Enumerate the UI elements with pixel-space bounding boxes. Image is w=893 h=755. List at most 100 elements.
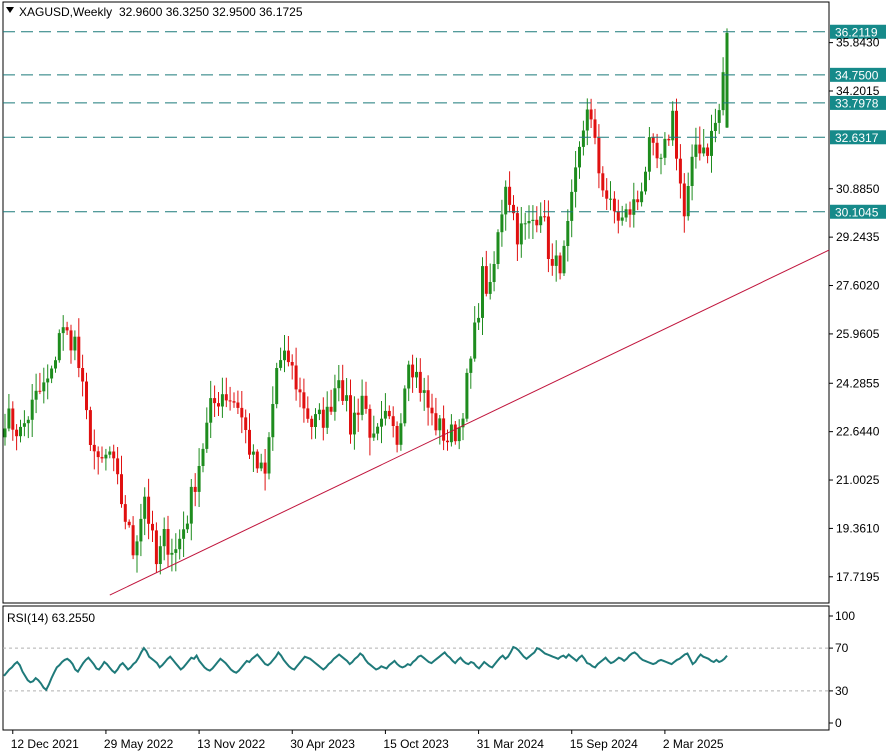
price-level-label: 36.2119 bbox=[835, 25, 878, 39]
candle-body bbox=[484, 266, 488, 294]
candle-body bbox=[527, 221, 531, 224]
candle-body bbox=[19, 426, 22, 437]
candle-body bbox=[108, 451, 112, 455]
candle-body bbox=[624, 209, 628, 218]
candle-body bbox=[120, 474, 123, 505]
candle-body bbox=[30, 399, 34, 420]
candle-body bbox=[337, 380, 341, 389]
time-tick-label: 13 Nov 2022 bbox=[197, 737, 265, 751]
candle-body bbox=[566, 221, 570, 246]
candle-body bbox=[640, 191, 644, 203]
candle-body bbox=[255, 451, 259, 469]
candle-body bbox=[488, 282, 492, 294]
candle-body bbox=[77, 336, 81, 368]
candle-body bbox=[174, 549, 178, 553]
candle-body bbox=[85, 381, 88, 411]
candle-body bbox=[678, 158, 682, 184]
candle-body bbox=[713, 122, 717, 131]
candle-body bbox=[251, 451, 255, 455]
candle-body bbox=[178, 538, 182, 550]
candle-body bbox=[54, 360, 57, 369]
price-tick-label: 29.2435 bbox=[836, 230, 880, 244]
candle-body bbox=[123, 504, 127, 522]
candle-body bbox=[620, 217, 624, 221]
candle-body bbox=[477, 317, 481, 323]
candle-body bbox=[581, 130, 585, 147]
candle-body bbox=[205, 422, 209, 449]
candle-body bbox=[50, 368, 54, 379]
candle-body bbox=[193, 486, 197, 492]
price-level-label: 33.7978 bbox=[835, 96, 879, 110]
candle-body bbox=[383, 410, 387, 419]
candle-body bbox=[279, 360, 283, 368]
candle-body bbox=[104, 454, 108, 459]
candle-body bbox=[73, 336, 77, 351]
candle-body bbox=[294, 365, 298, 390]
trendline[interactable] bbox=[109, 249, 830, 596]
candle-body bbox=[325, 406, 329, 428]
candle-body bbox=[151, 523, 154, 531]
candle-body bbox=[636, 199, 640, 203]
candle-body bbox=[283, 350, 286, 361]
candle-body bbox=[217, 403, 220, 407]
candle-body bbox=[391, 416, 395, 426]
candle-body bbox=[364, 395, 368, 409]
candle-body bbox=[500, 214, 504, 233]
time-tick-label: 29 May 2022 bbox=[104, 737, 174, 751]
candle-body bbox=[228, 400, 232, 402]
candle-body bbox=[481, 266, 484, 318]
candle-body bbox=[290, 362, 294, 366]
candle-body bbox=[449, 424, 453, 443]
candle-body bbox=[376, 426, 380, 434]
candle-body bbox=[333, 388, 337, 412]
price-level-tag bbox=[830, 204, 886, 219]
candle-body bbox=[224, 394, 228, 401]
price-tick-label: 21.0025 bbox=[836, 473, 880, 487]
candle-body bbox=[162, 529, 166, 547]
candle-body bbox=[710, 130, 713, 156]
time-tick-label: 15 Sep 2024 bbox=[570, 737, 638, 751]
rsi-tick-label: 30 bbox=[835, 684, 849, 698]
candles-layer bbox=[3, 28, 729, 575]
candle-body bbox=[725, 32, 729, 128]
candle-body bbox=[508, 186, 512, 205]
candle-body bbox=[585, 109, 589, 131]
candle-body bbox=[473, 322, 477, 359]
candle-body bbox=[523, 223, 527, 225]
candle-body bbox=[92, 444, 96, 452]
candle-body bbox=[248, 429, 251, 455]
candle-body bbox=[411, 364, 415, 378]
collapse-triangle-icon[interactable] bbox=[6, 7, 14, 13]
rsi-tick-label: 70 bbox=[835, 641, 849, 655]
candle-body bbox=[314, 414, 317, 427]
candle-body bbox=[589, 109, 593, 120]
price-tick-label: 22.6440 bbox=[836, 425, 880, 439]
price-tick-label: 24.2855 bbox=[836, 376, 880, 390]
price-tick-label: 27.6020 bbox=[836, 279, 880, 293]
candle-body bbox=[690, 156, 694, 186]
rsi-label: RSI(14) 63.2550 bbox=[7, 611, 95, 625]
candle-body bbox=[267, 437, 271, 474]
candle-body bbox=[609, 198, 612, 200]
candle-body bbox=[147, 496, 151, 524]
price-level-tag bbox=[830, 24, 886, 39]
candle-body bbox=[601, 173, 605, 191]
rsi-frame bbox=[2, 605, 830, 731]
candle-body bbox=[593, 119, 597, 138]
time-axis: 12 Dec 2021 29 May 2022 13 Nov 2022 30 Apr … bbox=[11, 730, 724, 751]
candle-body bbox=[240, 407, 244, 418]
price-level-tag bbox=[830, 67, 886, 82]
candle-body bbox=[682, 183, 686, 217]
candle-body bbox=[492, 264, 496, 282]
candle-body bbox=[96, 451, 100, 458]
candle-body bbox=[515, 213, 519, 245]
price-axis: 35.8430 34.2015 30.8850 29.2435 27.6020 25.96… bbox=[829, 36, 880, 584]
candle-body bbox=[329, 406, 333, 412]
candle-body bbox=[356, 412, 360, 415]
candle-body bbox=[702, 147, 706, 154]
candle-body bbox=[504, 186, 508, 215]
rsi-axis: 100 70 30 0 bbox=[829, 609, 855, 730]
chart-symbol: XAGUSD,Weekly bbox=[19, 5, 112, 19]
candle-body bbox=[655, 142, 659, 159]
